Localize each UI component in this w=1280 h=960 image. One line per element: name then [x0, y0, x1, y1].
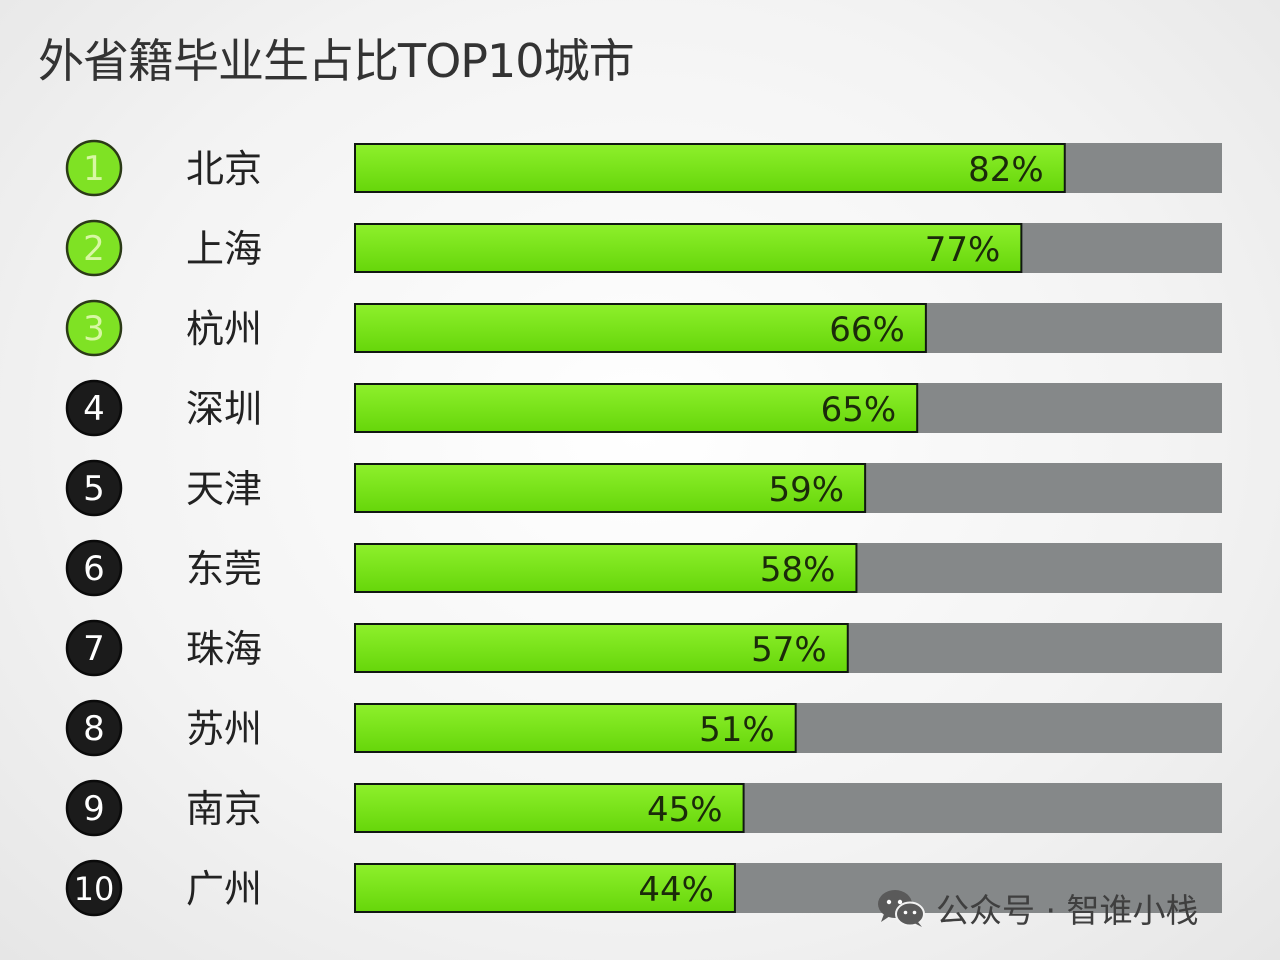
- city-label: 东莞: [186, 547, 262, 591]
- rank-number: 10: [74, 870, 115, 908]
- bar: [354, 463, 867, 513]
- chart-row: 5 天津 59%: [65, 459, 1222, 517]
- rank-number: 1: [83, 149, 105, 189]
- value-label: 59%: [769, 470, 845, 510]
- city-label: 北京: [186, 147, 262, 191]
- city-label: 南京: [186, 787, 262, 831]
- rank-number: 9: [83, 789, 105, 829]
- rank-badge: [65, 699, 123, 757]
- wechat-icon: [878, 890, 925, 927]
- city-label: 苏州: [186, 707, 262, 751]
- rank-badge: [65, 859, 123, 917]
- city-label: 深圳: [186, 387, 262, 431]
- rank-badge: [65, 619, 123, 677]
- rank-number: 3: [83, 309, 105, 349]
- bar: [354, 783, 745, 833]
- city-label: 上海: [186, 227, 262, 271]
- bar: [354, 703, 797, 753]
- rank-number: 2: [83, 229, 105, 269]
- rank-number: 6: [83, 549, 105, 589]
- rank-number: 8: [83, 709, 105, 749]
- value-label: 45%: [647, 790, 723, 830]
- chart-title: 外省籍毕业生占比TOP10城市: [38, 34, 635, 88]
- chart-row: 8 苏州 51%: [65, 699, 1222, 757]
- bar: [354, 223, 1023, 273]
- watermark: 公众号 · 智谁小栈: [876, 886, 1198, 930]
- value-label: 77%: [925, 230, 1001, 270]
- rank-badge: [65, 779, 123, 837]
- bar: [354, 303, 927, 353]
- chart-row: 4 深圳 65%: [65, 379, 1222, 437]
- rank-badge: [65, 219, 123, 277]
- rank-number: 7: [83, 629, 105, 669]
- bar: [354, 143, 1066, 193]
- watermark-text: 公众号 · 智谁小栈: [936, 891, 1199, 930]
- rank-badge: [65, 139, 123, 197]
- rank-badge: [65, 379, 123, 437]
- value-label: 66%: [829, 310, 905, 350]
- rank-badge: [65, 539, 123, 597]
- bar: [354, 863, 736, 913]
- value-label: 82%: [968, 150, 1044, 190]
- chart-row: 7 珠海 57%: [65, 619, 1222, 677]
- rank-badge: [65, 299, 123, 357]
- chart-row: 6 东莞 58%: [65, 539, 1222, 597]
- rank-number: 5: [83, 469, 105, 509]
- value-label: 51%: [699, 710, 775, 750]
- city-label: 杭州: [186, 307, 262, 351]
- chart-row: 2 上海 77%: [65, 219, 1222, 277]
- value-label: 65%: [821, 390, 897, 430]
- bar: [354, 543, 858, 593]
- city-label: 天津: [186, 467, 262, 511]
- bar: [354, 623, 849, 673]
- value-label: 44%: [638, 870, 714, 910]
- rank-badge: [65, 459, 123, 517]
- chart-row: 10 广州 44%: [65, 859, 1222, 917]
- city-label: 珠海: [186, 627, 262, 671]
- chart-row: 3 杭州 66%: [65, 299, 1222, 357]
- rank-number: 4: [83, 389, 105, 429]
- value-label: 57%: [751, 630, 827, 670]
- chart-row: 1 北京 82%: [65, 139, 1222, 197]
- chart-row: 9 南京 45%: [65, 779, 1222, 837]
- city-label: 广州: [186, 867, 262, 911]
- bar: [354, 383, 919, 433]
- value-label: 58%: [760, 550, 836, 590]
